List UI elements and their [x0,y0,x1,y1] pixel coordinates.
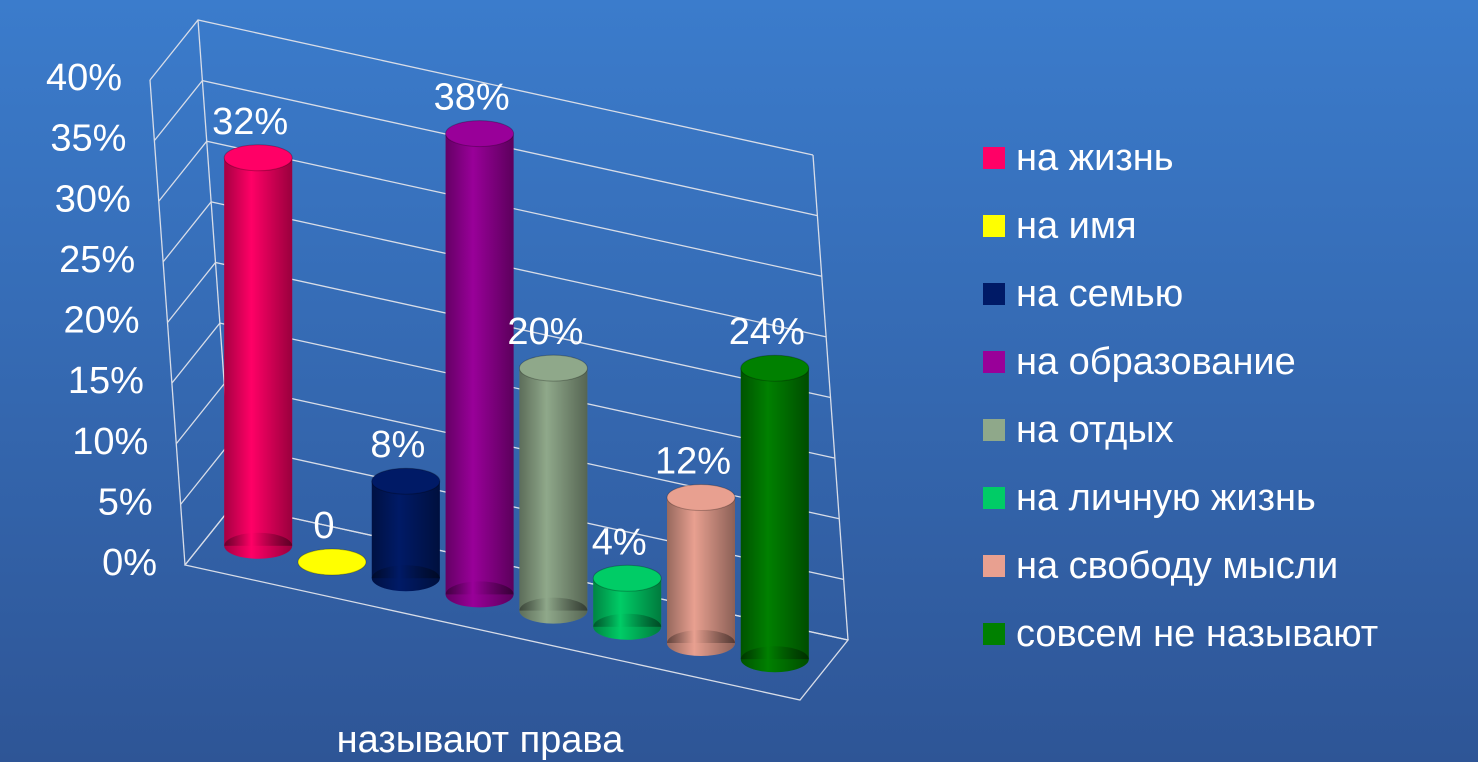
legend-swatch [983,487,1005,509]
cylinder-top [592,564,662,592]
y-tick-label: 40% [46,57,122,99]
legend-label: на имя [1016,205,1137,247]
grid-line [158,140,822,277]
grid-line [162,201,827,338]
legend-swatch [983,215,1005,237]
y-tick-label: 0% [102,542,157,584]
cylinder-bottom-shade [740,646,809,673]
data-label: 32% [212,101,288,143]
cylinder-top [666,484,736,511]
y-tick-label: 25% [59,239,135,281]
cylinder-bottom-shade [371,565,440,592]
legend-swatch [983,283,1005,305]
grid-line [166,261,831,399]
legend-label: на семью [1016,273,1183,315]
cylinder-bottom-shade [593,613,662,640]
legend-swatch [983,555,1005,577]
legend-label: на личную жизнь [1016,477,1316,519]
cylinder-top [518,354,588,382]
data-label: 24% [729,311,805,353]
cylinder-top [740,354,810,382]
grid-line [153,79,818,217]
data-label: 38% [434,77,510,119]
legend-swatch [983,419,1005,441]
cylinder-top [445,120,515,148]
y-tick-label: 30% [55,178,131,220]
legend-label: на свободу мысли [1016,545,1338,587]
bar-shade [371,481,440,579]
grid-line [149,19,814,156]
bar-shade [224,157,293,546]
data-label: 0 [313,505,334,547]
legend-label: на жизнь [1016,137,1174,179]
y-tick-label: 15% [68,360,144,402]
x-axis-label: называют права [337,719,625,761]
bar-shade [519,368,588,611]
y-tick-label: 10% [72,421,148,463]
bar-shade [667,497,735,643]
cylinder-bottom-shade [519,597,588,624]
legend-swatch [983,623,1005,645]
cylinder-bottom-shade [445,581,514,608]
data-label: 20% [507,311,583,353]
grid-line [171,322,836,459]
cylinder-top [371,467,441,495]
data-label: 8% [370,424,425,466]
y-tick-label: 35% [50,118,126,160]
bar-shade [740,368,809,660]
y-tick-label: 5% [98,481,153,523]
cylinder-top [223,144,293,172]
legend-swatch [983,147,1005,169]
legend-label: совсем не называют [1016,613,1378,655]
cylinder-bottom-shade [224,532,293,559]
cylinder-bottom-shade [667,630,735,656]
data-label: 12% [655,441,731,483]
cylinder-top [297,548,367,576]
legend-label: на образование [1016,341,1296,383]
y-tick-label: 20% [63,300,139,342]
legend-swatch [983,351,1005,373]
legend-label: на отдых [1016,409,1174,451]
data-label: 4% [592,521,647,563]
bar-shade [445,133,514,595]
